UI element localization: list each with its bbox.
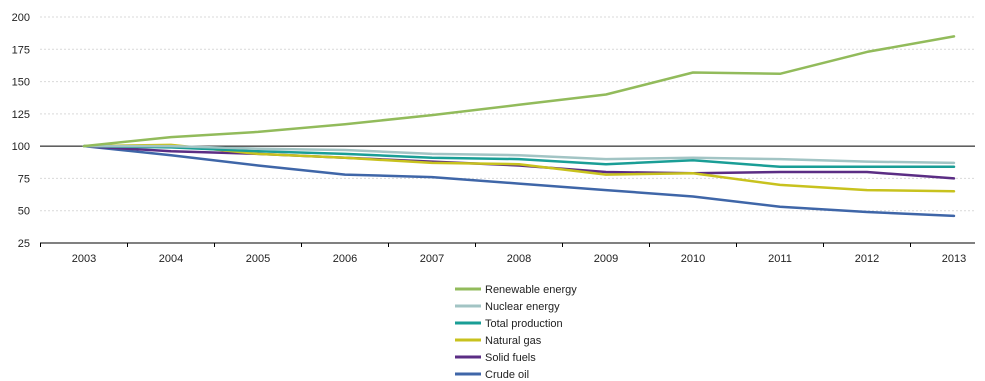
legend: Renewable energy Nuclear energy Total prod… bbox=[455, 284, 577, 381]
legend-label-solid-fuels: Solid fuels bbox=[485, 352, 536, 364]
y-tick-label: 175 bbox=[12, 44, 30, 56]
series-line-renewable-energy bbox=[82, 35, 956, 148]
x-tick-label: 2003 bbox=[72, 253, 96, 265]
y-tick-label: 150 bbox=[12, 77, 30, 89]
y-tick-label: 200 bbox=[12, 12, 30, 24]
y-tick-label: 25 bbox=[18, 238, 30, 250]
y-tick-label: 125 bbox=[12, 109, 30, 121]
x-tick-label: 2005 bbox=[246, 253, 270, 265]
series-line-total-production bbox=[82, 144, 956, 169]
series-line-crude-oil bbox=[82, 144, 956, 218]
legend-label-natural-gas: Natural gas bbox=[485, 335, 542, 347]
x-tick-label: 2006 bbox=[333, 253, 357, 265]
y-tick-label: 50 bbox=[18, 206, 30, 218]
legend-label-total-production: Total production bbox=[485, 318, 563, 330]
x-tick-label: 2013 bbox=[942, 253, 966, 265]
x-tick-label: 2010 bbox=[681, 253, 705, 265]
series-lines bbox=[82, 35, 956, 218]
y-tick-label: 75 bbox=[18, 173, 30, 185]
x-tick-label: 2009 bbox=[594, 253, 618, 265]
legend-label-renewable-energy: Renewable energy bbox=[485, 284, 577, 296]
x-tick-label: 2012 bbox=[855, 253, 879, 265]
x-tick-label: 2004 bbox=[159, 253, 183, 265]
x-tick-label: 2008 bbox=[507, 253, 531, 265]
legend-label-crude-oil: Crude oil bbox=[485, 369, 529, 381]
series-line-solid-fuels bbox=[82, 144, 956, 180]
legend-label-nuclear-energy: Nuclear energy bbox=[485, 301, 560, 313]
x-tick-label: 2011 bbox=[768, 253, 792, 265]
y-tick-label: 100 bbox=[12, 141, 30, 153]
x-tick-label: 2007 bbox=[420, 253, 444, 265]
series-line-nuclear-energy bbox=[82, 144, 956, 165]
